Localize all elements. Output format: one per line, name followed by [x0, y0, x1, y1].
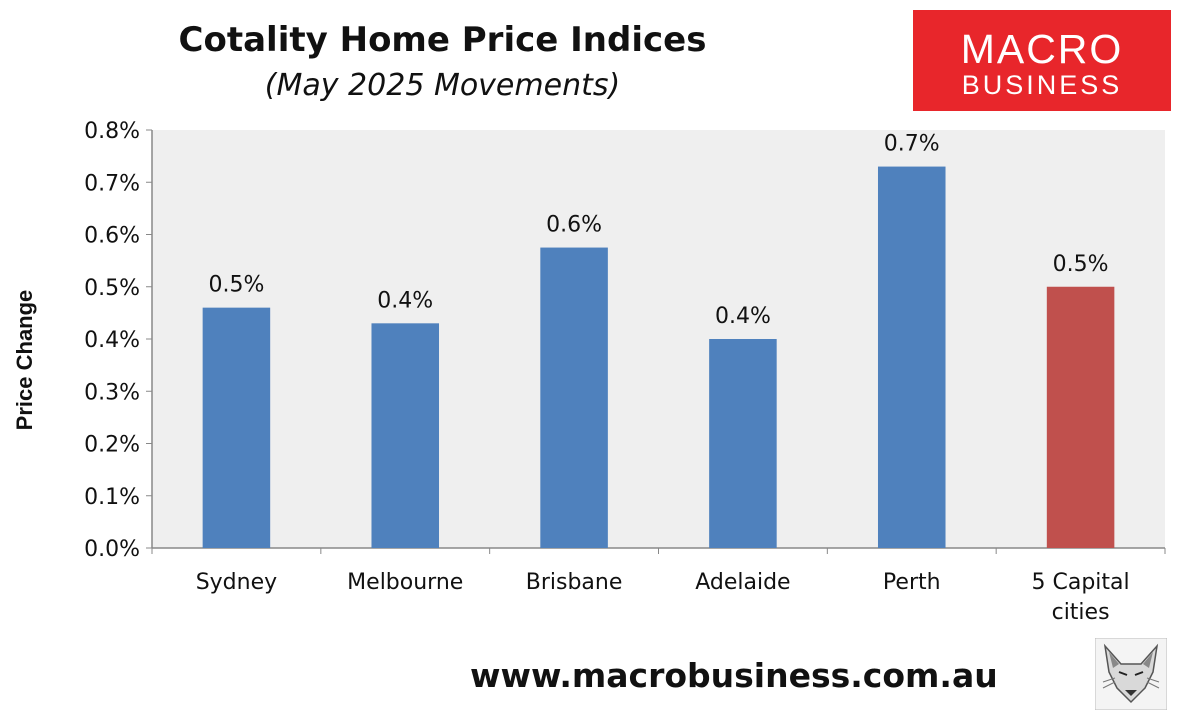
footer-url: www.macrobusiness.com.au — [470, 656, 998, 695]
y-tick-label: 0.3% — [84, 380, 140, 405]
category-label: Adelaide — [695, 570, 790, 595]
category-label: Perth — [883, 570, 941, 595]
category-label: 5 Capital — [1032, 570, 1130, 595]
bar — [709, 339, 777, 548]
y-tick-label: 0.2% — [84, 433, 140, 458]
category-label: Sydney — [196, 570, 277, 595]
bar — [540, 247, 608, 548]
fox-head-icon — [1095, 638, 1167, 710]
y-tick-label: 0.0% — [84, 537, 140, 562]
logo-line-1: MACRO — [960, 26, 1124, 72]
y-tick-label: 0.1% — [84, 485, 140, 510]
plot-area — [152, 130, 1165, 548]
data-label: 0.4% — [715, 304, 771, 329]
data-label: 0.6% — [546, 213, 602, 238]
y-tick-label: 0.4% — [84, 328, 140, 353]
bar-chart: 0.0% 0.1% 0.2% 0.3% 0.4% 0.5% 0.6% 0.7% 0.8% 0.5%… — [84, 119, 1166, 625]
bar — [1046, 286, 1115, 548]
chart-title: Cotality Home Price Indices — [178, 20, 707, 60]
bar — [371, 323, 440, 548]
data-label: 0.5% — [208, 273, 264, 298]
data-label: 0.5% — [1053, 252, 1109, 277]
category-label: cities — [1052, 600, 1110, 625]
chart-subtitle: (May 2025 Movements) — [264, 68, 621, 103]
bar — [877, 166, 946, 548]
macrobusiness-logo: MACRO BUSINESS — [913, 10, 1171, 111]
data-label: 0.4% — [377, 288, 433, 313]
data-label: 0.7% — [884, 132, 940, 157]
logo-line-2: BUSINESS — [961, 70, 1123, 100]
y-tick-label: 0.6% — [84, 224, 140, 249]
category-label: Brisbane — [526, 570, 623, 595]
y-tick-label: 0.5% — [84, 276, 140, 301]
bar — [202, 307, 271, 548]
y-tick-label: 0.7% — [84, 171, 140, 196]
y-tick-label: 0.8% — [84, 119, 140, 144]
category-label: Melbourne — [347, 570, 463, 595]
